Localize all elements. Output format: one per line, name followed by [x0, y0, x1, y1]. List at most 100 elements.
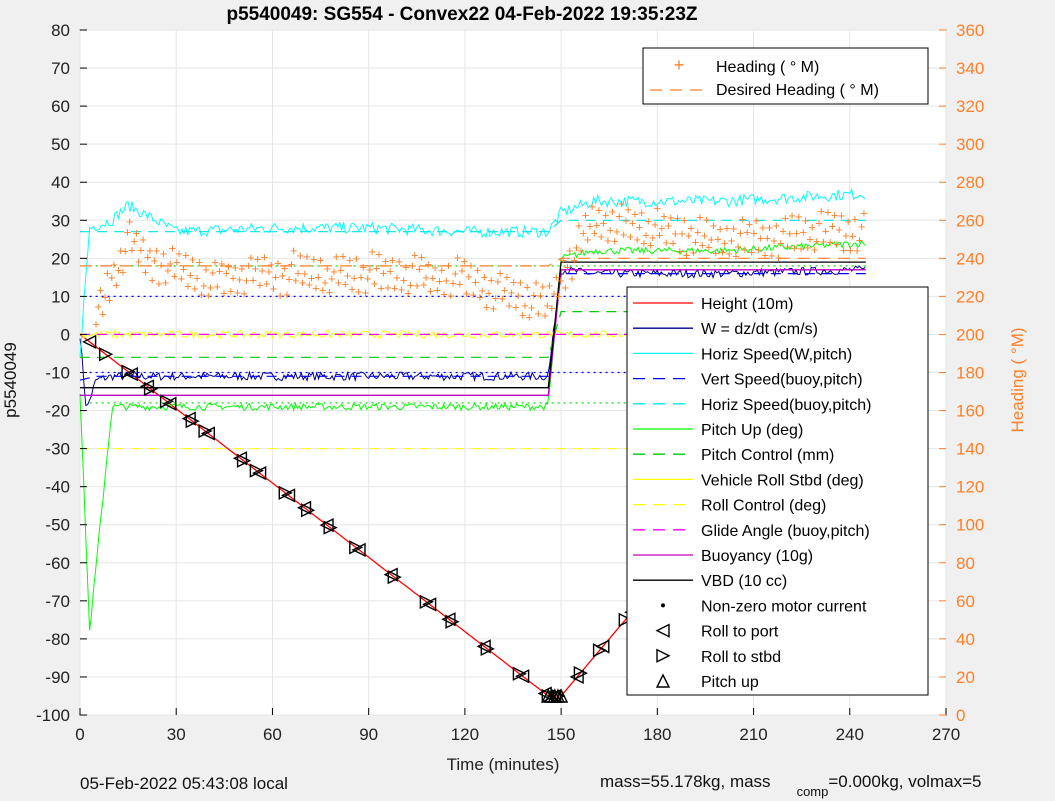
heading-point: +	[213, 279, 221, 294]
heading-point: +	[499, 291, 507, 306]
legend-label: Roll to stbd	[701, 649, 781, 666]
heading-point: +	[658, 220, 666, 235]
heading-point: +	[191, 281, 199, 296]
heading-point: +	[779, 224, 787, 239]
heading-point: +	[844, 214, 852, 229]
x-tick-label: 210	[739, 725, 767, 744]
heading-point: +	[490, 301, 498, 316]
heading-point: +	[671, 226, 679, 241]
heading-point: +	[204, 288, 212, 303]
heading-point: +	[229, 270, 237, 285]
y2-tick-label: 200	[956, 325, 984, 344]
heading-point: +	[853, 243, 861, 258]
heading-point: +	[402, 260, 410, 275]
x-tick-label: 180	[643, 725, 671, 744]
heading-point: +	[103, 266, 111, 281]
heading-point: +	[813, 233, 821, 248]
heading-point: +	[240, 286, 248, 301]
roll-to-stbd-marker	[419, 594, 434, 610]
heading-point: +	[743, 224, 751, 239]
heading-point: +	[570, 253, 578, 268]
heading-point: +	[393, 270, 401, 285]
heading-point: +	[777, 235, 785, 250]
heading-point: +	[431, 260, 439, 275]
heading-point: +	[458, 263, 466, 278]
roll-to-stbd-marker	[98, 347, 114, 362]
heading-point: +	[209, 265, 217, 280]
heading-point: +	[422, 270, 430, 285]
heading-point: +	[359, 260, 367, 275]
roll-to-stbd-marker	[512, 666, 527, 681]
heading-point: +	[732, 249, 740, 264]
heading-point: +	[164, 263, 172, 278]
heading-point: +	[606, 223, 614, 238]
heading-point: +	[561, 280, 569, 295]
heading-point: +	[420, 277, 428, 292]
heading-point: +	[517, 275, 525, 290]
heading-point: +	[618, 196, 626, 211]
heading-point: +	[712, 245, 720, 260]
heading-point: +	[705, 240, 713, 255]
buoyancy-line	[80, 269, 866, 396]
heading-point: +	[151, 253, 159, 268]
y-axis-label: p5540049	[1, 342, 20, 418]
roll-to-port-marker	[232, 451, 248, 466]
heading-point: +	[528, 300, 536, 315]
heading-point: +	[211, 255, 219, 270]
heading-point: +	[265, 264, 273, 279]
heading-point: +	[532, 275, 540, 290]
heading-point: +	[478, 283, 486, 298]
legend-label: Horiz Speed(buoy,pitch)	[701, 397, 871, 414]
heading-point: +	[782, 210, 790, 225]
heading-point: +	[840, 242, 848, 257]
heading-point: +	[687, 221, 695, 236]
heading-point: +	[768, 248, 776, 263]
heading-point: +	[588, 199, 596, 214]
heading-point: +	[207, 280, 215, 295]
heading-point: +	[624, 202, 632, 217]
heading-point: +	[398, 282, 406, 297]
heading-point: +	[683, 248, 691, 263]
y-tick-label: -10	[45, 364, 70, 383]
heading-point: +	[797, 241, 805, 256]
y2-tick-label: 60	[956, 592, 975, 611]
horiz-speed-buoy-line	[80, 219, 866, 233]
heading-point: +	[362, 285, 370, 300]
heading-point: +	[514, 288, 522, 303]
heading-point: +	[620, 227, 628, 242]
heading-point: +	[851, 212, 859, 227]
roll-to-stbd-marker	[592, 643, 608, 658]
heading-point: +	[799, 225, 807, 240]
heading-point: +	[806, 231, 814, 246]
legend-label: Vert Speed(buoy,pitch)	[701, 372, 863, 389]
heading-point: +	[842, 228, 850, 243]
heading-point: +	[838, 208, 846, 223]
heading-point: +	[544, 298, 552, 313]
roll-to-port-marker	[351, 542, 366, 558]
heading-point: +	[519, 307, 527, 322]
heading-point: +	[820, 234, 828, 249]
heading-point: +	[669, 236, 677, 251]
legend-swatch	[655, 673, 671, 688]
heading-point: +	[436, 274, 444, 289]
heading-point: +	[793, 226, 801, 241]
heading-point: +	[146, 243, 154, 258]
heading-point: +	[258, 263, 266, 278]
y2-tick-label: 140	[956, 440, 984, 459]
heading-point: +	[97, 282, 105, 297]
legend-label: Roll to port	[701, 624, 779, 641]
roll-to-stbd-marker	[349, 540, 364, 555]
heading-point: +	[472, 275, 480, 290]
heading-point: +	[714, 232, 722, 247]
roll-to-port-marker	[515, 669, 530, 684]
heading-point: +	[283, 287, 291, 302]
heading-point: +	[171, 269, 179, 284]
heading-point: +	[759, 220, 767, 235]
heading-point: +	[698, 238, 706, 253]
heading-point: +	[663, 235, 671, 250]
roll-to-stbd-marker	[249, 463, 264, 478]
legend-swatch	[655, 623, 670, 638]
heading-point: +	[784, 239, 792, 254]
heading-point: +	[597, 229, 605, 244]
heading-point: +	[254, 251, 262, 266]
